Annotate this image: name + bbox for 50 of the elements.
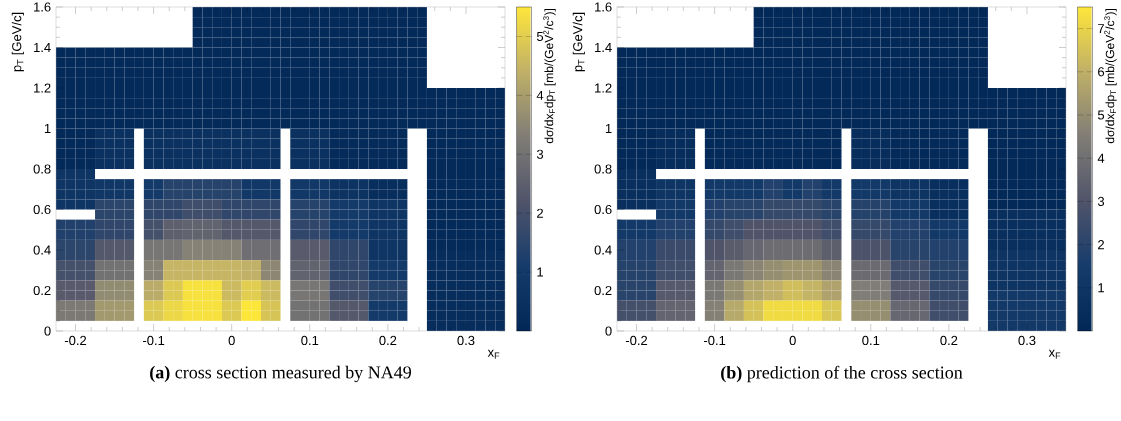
x-tick-label: 0.2 — [379, 335, 397, 346]
color-bar-label: 4 — [536, 90, 544, 100]
y-tick-label: 0 — [44, 326, 51, 336]
color-bar-label: 3 — [1097, 196, 1105, 206]
y-tick-label: 0.6 — [33, 204, 51, 215]
text: dσ/dx$_{F}$dp$_{T}$ [mb/(GeV$^{2}$/c$^{3}$)] — [1104, 9, 1117, 144]
color-bar-label: 1 — [537, 267, 544, 277]
y-axis-title: p$_{T}$ [GeV/c] — [11, 12, 24, 72]
color-bar-label: 6 — [1098, 67, 1105, 77]
x-tick-label: 0.3 — [457, 335, 475, 346]
x-tick-label: -0.1 — [142, 335, 165, 346]
y-tick-label: 0 — [605, 326, 612, 336]
text: dσ/dx$_{F}$dp$_{T}$ [mb/(GeV$^{2}$/c$^{3}$)] — [543, 9, 556, 144]
x-tick-label: 0 — [228, 335, 235, 346]
color-bar-label: 7 — [1098, 24, 1104, 34]
y-tick-label: 1.4 — [34, 43, 51, 52]
x-tick-label: 0.2 — [940, 335, 958, 346]
y-tick-label: 1.2 — [595, 83, 612, 93]
x-tick-label: 0.1 — [862, 335, 880, 346]
y-tick-label: 1.4 — [595, 43, 612, 52]
y-axis-title: p$_{T}$ [GeV/c] — [572, 12, 585, 72]
y-tick-label: 0.8 — [33, 164, 51, 174]
y-tick-label: 1.6 — [34, 2, 51, 12]
color-bar-label: 2 — [1098, 240, 1104, 250]
y-tick-label: 0.2 — [33, 285, 51, 296]
text: (a) cross section measured by NA49 — [150, 365, 411, 383]
x-tick-label: -0.2 — [64, 335, 87, 346]
color-bar-label: 1 — [1098, 283, 1105, 293]
y-tick-label: 0.4 — [33, 245, 51, 255]
y-tick-label: 1 — [605, 124, 612, 133]
y-tick-label: 1.2 — [34, 83, 51, 93]
color-bar-label: 3 — [536, 149, 544, 159]
x-axis-title: x$_{F}$ — [1048, 349, 1061, 359]
y-tick-label: 0.8 — [594, 164, 612, 174]
y-tick-label: 1 — [44, 124, 51, 133]
color-bar-label: 5 — [536, 31, 544, 41]
x-tick-label: 0.1 — [301, 335, 319, 346]
y-tick-label: 0.4 — [594, 245, 612, 255]
x-tick-label: -0.2 — [625, 335, 648, 346]
color-bar-label: 2 — [537, 208, 543, 218]
x-tick-label: -0.1 — [704, 335, 726, 346]
text: (b) prediction of the cross section — [721, 365, 963, 383]
y-tick-label: 0.2 — [594, 285, 612, 296]
x-tick-label: 0 — [789, 335, 796, 346]
color-bar-label: 4 — [1097, 153, 1105, 163]
color-bar-label: 5 — [1097, 110, 1105, 120]
x-tick-label: 0.3 — [1018, 335, 1036, 346]
x-axis-title: x$_{F}$ — [487, 349, 500, 359]
y-tick-label: 1.6 — [595, 2, 612, 12]
y-tick-label: 0.6 — [594, 204, 612, 215]
